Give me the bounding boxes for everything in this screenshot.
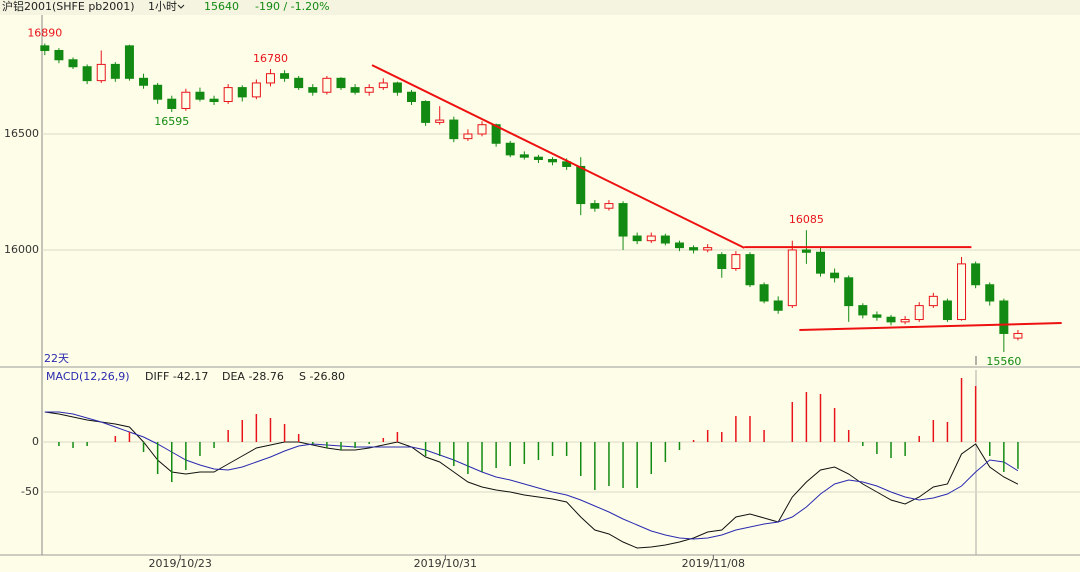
candle-body — [519, 154, 529, 158]
candle-body — [139, 77, 149, 86]
candle-body — [477, 124, 487, 135]
price-annotation: 16890 — [27, 27, 62, 40]
y-tick-label: 16500 — [4, 127, 39, 140]
candle-body — [914, 305, 924, 321]
candle-body — [590, 203, 600, 209]
candle-body — [773, 300, 783, 311]
candle-body — [195, 91, 205, 100]
candle-body — [491, 124, 501, 144]
x-tick-label: 2019/10/31 — [414, 557, 477, 570]
candle-body — [1013, 332, 1023, 339]
candle-body — [153, 84, 163, 100]
candle-body — [68, 59, 78, 68]
candle-body — [110, 63, 120, 79]
candle-body — [505, 142, 515, 156]
candle-body — [364, 87, 374, 93]
x-tick-label: 2019/10/23 — [149, 557, 212, 570]
candle-body — [858, 305, 868, 316]
candle-body — [801, 249, 811, 253]
candle-body — [463, 133, 473, 140]
candle-body — [731, 254, 741, 270]
price-change: -190 / -1.20% — [255, 0, 330, 13]
macd-line — [44, 411, 1019, 549]
candle-body — [280, 73, 290, 79]
trend-line — [799, 322, 1062, 331]
candle-body — [54, 49, 64, 61]
candle-body — [703, 247, 713, 251]
candle-body — [576, 165, 586, 205]
candle-body — [533, 156, 543, 160]
candle-body — [82, 66, 92, 82]
candle-body — [618, 203, 628, 237]
legend-diff: DIFF -42.17 — [145, 370, 208, 383]
candle-body — [223, 87, 233, 103]
candle-body — [322, 77, 332, 93]
candle-body — [181, 91, 191, 109]
candle-body — [900, 319, 910, 323]
candle-body — [844, 277, 854, 307]
candle-body — [308, 87, 318, 93]
candle-body — [209, 98, 219, 103]
candle-body — [562, 161, 572, 167]
candle-body — [787, 249, 797, 307]
price-annotation: 16085 — [789, 213, 824, 226]
candle-body — [40, 45, 50, 51]
candle-body — [830, 272, 840, 279]
candle-body — [294, 77, 304, 89]
candle-body — [548, 158, 558, 163]
period-dropdown[interactable] — [177, 4, 185, 9]
candle-body — [717, 254, 727, 270]
candle-body — [999, 300, 1009, 334]
candle-body — [689, 247, 699, 251]
last-price: 15640 — [204, 0, 239, 13]
candle-body — [407, 91, 417, 103]
candle-body — [421, 101, 431, 123]
period[interactable]: 1小时 — [148, 0, 177, 13]
candle-body — [886, 316, 896, 323]
span-label: 22天 — [44, 352, 69, 365]
macd-line — [44, 411, 1019, 540]
candle-body — [759, 284, 769, 302]
candle-body — [985, 284, 995, 302]
candle-body — [435, 119, 445, 123]
y-tick-label: 16000 — [4, 243, 39, 256]
candle-body — [646, 235, 656, 242]
candle-body — [265, 73, 275, 84]
candle-body — [872, 314, 882, 318]
y-tick-label: 0 — [32, 435, 39, 448]
candle-body — [957, 263, 967, 321]
y-tick-label: -50 — [21, 485, 39, 498]
candle-body — [350, 87, 360, 93]
legend-s: S -26.80 — [299, 370, 345, 383]
candle-body — [124, 45, 134, 79]
candle-body — [167, 98, 177, 109]
candle-body — [449, 119, 459, 140]
trend-line — [371, 64, 745, 249]
legend-dea: DEA -28.76 — [222, 370, 284, 383]
candle-body — [392, 82, 402, 93]
candle-body — [632, 235, 642, 242]
x-tick-label: 2019/11/08 — [682, 557, 745, 570]
candle-body — [816, 251, 825, 274]
price-annotation: 16780 — [253, 52, 288, 65]
candle-body — [604, 203, 614, 209]
header-bar — [0, 0, 1080, 15]
symbol: 沪铝2001(SHFE pb2001) — [2, 0, 135, 13]
candle-body — [237, 87, 247, 98]
candle-body — [336, 77, 346, 89]
candle-body — [942, 300, 952, 321]
candle-body — [745, 254, 755, 286]
candle-body — [660, 235, 670, 244]
candle-body — [251, 82, 261, 98]
candle-body — [378, 82, 388, 89]
indicator-title: MACD(12,26,9) — [46, 370, 130, 383]
candle-body — [96, 63, 106, 82]
candle-body — [674, 242, 684, 249]
price-annotation: 15560 — [986, 355, 1021, 368]
candle-body — [928, 295, 938, 307]
price-annotation: 16595 — [154, 115, 189, 128]
candle-body — [971, 263, 981, 286]
